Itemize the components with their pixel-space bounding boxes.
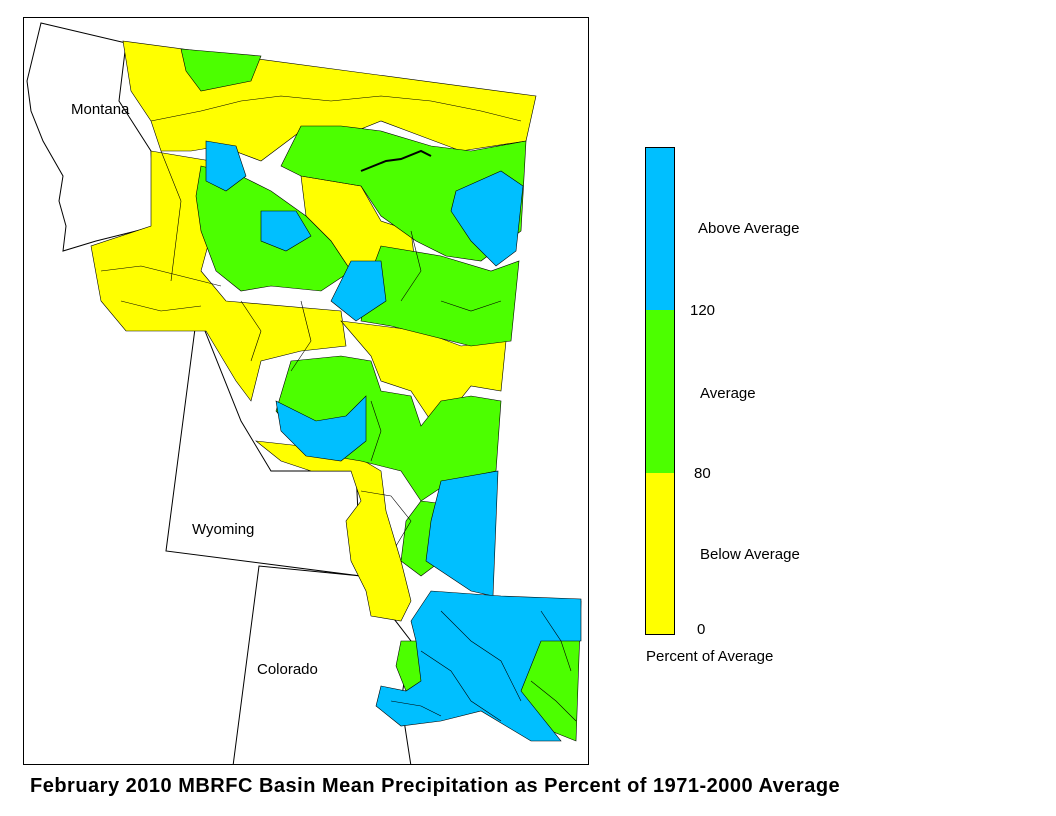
- legend-label-below: Below Average: [700, 546, 800, 563]
- river-line: [360, 149, 432, 172]
- basin-boundaries: [100, 95, 577, 722]
- label-colorado: Colorado: [257, 661, 318, 678]
- basin-blue-2: [260, 210, 312, 252]
- legend-segment-below: [646, 473, 674, 634]
- legend-color-bar: [645, 147, 675, 635]
- montana-outline: [26, 22, 157, 252]
- legend-label-above: Above Average: [698, 220, 800, 237]
- legend-tick-80: 80: [694, 465, 711, 482]
- basin-blue-colorado: [375, 590, 582, 742]
- label-montana: Montana: [71, 101, 130, 118]
- basin-yellow-west: [90, 150, 347, 402]
- basin-blue-4: [450, 170, 524, 267]
- legend-segment-average: [646, 310, 674, 473]
- basin-blue-1: [205, 140, 247, 192]
- legend-tick-0: 0: [697, 621, 706, 638]
- basin-green-north: [180, 48, 262, 92]
- basin-blue-3: [330, 260, 387, 322]
- legend-tick-120: 120: [690, 302, 716, 319]
- basin-map: [26, 22, 582, 764]
- legend-segment-above: [646, 148, 674, 310]
- basin-blue-5: [275, 395, 367, 462]
- label-wyoming: Wyoming: [192, 521, 255, 538]
- basin-blue-south: [425, 470, 499, 597]
- basin-yellow-south: [255, 440, 412, 622]
- legend-unit-label: Percent of Average: [646, 648, 774, 665]
- map-caption: February 2010 MBRFC Basin Mean Precipita…: [30, 775, 841, 797]
- legend-label-average: Average: [700, 385, 756, 402]
- map-frame: Montana Wyoming Colorado: [23, 17, 589, 765]
